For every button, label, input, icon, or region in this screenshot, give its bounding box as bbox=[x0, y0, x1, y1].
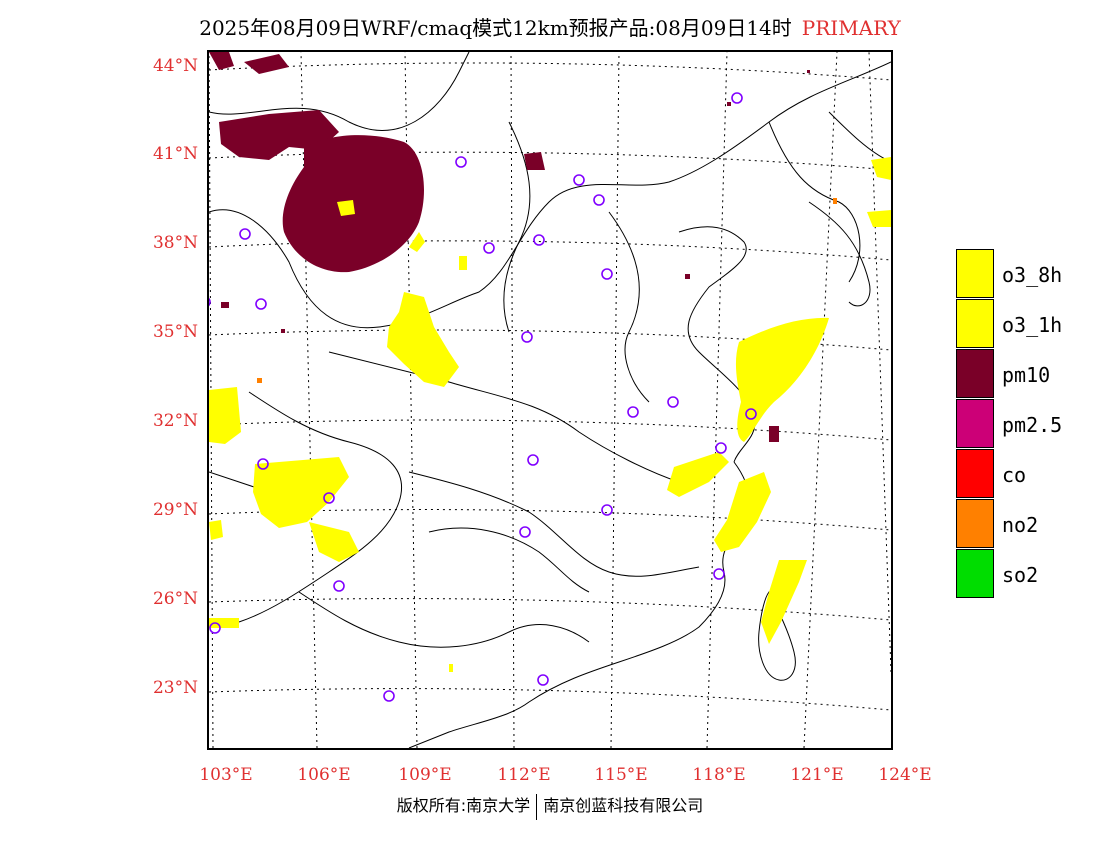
station-marker bbox=[731, 92, 743, 104]
station-marker bbox=[333, 580, 345, 592]
legend-swatch bbox=[956, 249, 994, 298]
primary-tag: PRIMARY bbox=[801, 16, 901, 40]
station-marker bbox=[455, 156, 467, 168]
station-marker bbox=[239, 228, 251, 240]
title-text: 2025年08月09日WRF/cmaq模式12km预报产品:08月09日14时 bbox=[199, 16, 792, 40]
legend-swatch bbox=[956, 499, 994, 548]
pm10-areas bbox=[209, 52, 810, 442]
lat-label-38n: 38°N bbox=[152, 233, 198, 253]
lon-label-106e: 106°E bbox=[297, 765, 351, 785]
lon-label-109e: 109°E bbox=[398, 765, 452, 785]
legend-label: co bbox=[1002, 463, 1027, 487]
lon-label-124e: 124°E bbox=[878, 765, 932, 785]
station-marker bbox=[209, 622, 221, 634]
legend-swatch bbox=[956, 349, 994, 398]
station-marker bbox=[323, 492, 335, 504]
lon-label-118e: 118°E bbox=[692, 765, 746, 785]
station-marker bbox=[209, 297, 211, 307]
legend-label: o3_8h bbox=[1002, 263, 1063, 287]
legend-label: o3_1h bbox=[1002, 313, 1063, 337]
station-marker bbox=[627, 406, 639, 418]
legend-label: pm2.5 bbox=[1002, 413, 1063, 437]
station-markers bbox=[209, 92, 757, 702]
map-canvas bbox=[209, 52, 891, 748]
lat-label-41n: 41°N bbox=[152, 144, 198, 164]
lon-label-112e: 112°E bbox=[497, 765, 551, 785]
lat-label-26n: 26°N bbox=[152, 589, 198, 609]
lat-label-32n: 32°N bbox=[152, 411, 198, 431]
lon-label-121e: 121°E bbox=[790, 765, 844, 785]
station-marker bbox=[745, 408, 757, 420]
station-marker bbox=[713, 568, 725, 580]
legend-swatch bbox=[956, 549, 994, 598]
station-marker bbox=[537, 674, 549, 686]
lat-label-44n: 44°N bbox=[152, 56, 198, 76]
no2-areas bbox=[257, 198, 837, 383]
lat-label-29n: 29°N bbox=[152, 500, 198, 520]
station-marker bbox=[573, 174, 585, 186]
legend-swatch bbox=[956, 399, 994, 448]
station-marker bbox=[255, 298, 267, 310]
legend-label: pm10 bbox=[1002, 363, 1051, 387]
station-marker bbox=[383, 690, 395, 702]
copyright-left: 版权所有:南京大学 bbox=[396, 796, 531, 815]
copyright-footer: 版权所有:南京大学 南京创蓝科技有限公司 bbox=[0, 792, 1100, 820]
station-marker bbox=[521, 331, 533, 343]
lon-label-103e: 103°E bbox=[199, 765, 253, 785]
station-marker bbox=[601, 504, 613, 516]
legend-label: no2 bbox=[1002, 513, 1039, 537]
pollution-map[interactable] bbox=[207, 50, 893, 750]
o3-areas bbox=[209, 157, 891, 672]
map-title: 2025年08月09日WRF/cmaq模式12km预报产品:08月09日14时 P… bbox=[0, 12, 1100, 41]
lon-label-115e: 115°E bbox=[594, 765, 648, 785]
station-marker bbox=[667, 396, 679, 408]
legend-label: so2 bbox=[1002, 563, 1039, 587]
station-marker bbox=[527, 454, 539, 466]
station-marker bbox=[533, 234, 545, 246]
station-marker bbox=[257, 458, 269, 470]
legend-swatch bbox=[956, 299, 994, 348]
station-marker bbox=[715, 442, 727, 454]
station-marker bbox=[519, 526, 531, 538]
station-marker bbox=[601, 268, 613, 280]
station-marker bbox=[483, 242, 495, 254]
station-marker bbox=[593, 194, 605, 206]
lat-label-23n: 23°N bbox=[152, 678, 198, 698]
copyright-right: 南京创蓝科技有限公司 bbox=[543, 796, 704, 815]
copyright-divider bbox=[536, 793, 538, 820]
legend-swatch bbox=[956, 449, 994, 498]
lat-label-35n: 35°N bbox=[152, 322, 198, 342]
